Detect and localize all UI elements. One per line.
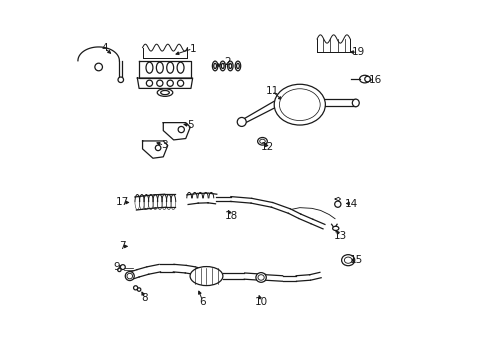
- Text: 2: 2: [224, 58, 230, 67]
- Text: 10: 10: [254, 297, 267, 307]
- Ellipse shape: [279, 89, 320, 121]
- Polygon shape: [288, 209, 300, 219]
- Polygon shape: [128, 270, 139, 280]
- Ellipse shape: [220, 61, 225, 71]
- Ellipse shape: [167, 80, 173, 86]
- Polygon shape: [264, 275, 282, 281]
- Ellipse shape: [259, 139, 264, 143]
- Ellipse shape: [178, 126, 184, 132]
- Polygon shape: [185, 265, 195, 274]
- Ellipse shape: [120, 265, 125, 270]
- Ellipse shape: [146, 80, 152, 86]
- Polygon shape: [137, 267, 148, 277]
- Ellipse shape: [166, 62, 173, 73]
- Polygon shape: [223, 273, 244, 279]
- Polygon shape: [282, 276, 296, 281]
- Polygon shape: [142, 141, 167, 158]
- Text: 9: 9: [113, 262, 120, 272]
- Ellipse shape: [155, 145, 161, 150]
- Text: 7: 7: [119, 241, 126, 251]
- Ellipse shape: [156, 80, 163, 86]
- Polygon shape: [164, 194, 175, 207]
- Ellipse shape: [274, 84, 325, 125]
- Ellipse shape: [364, 76, 369, 82]
- Ellipse shape: [95, 63, 102, 71]
- Text: 11: 11: [265, 86, 278, 96]
- Ellipse shape: [334, 201, 340, 207]
- Ellipse shape: [177, 80, 183, 86]
- Text: 19: 19: [351, 47, 365, 57]
- Polygon shape: [147, 264, 160, 274]
- Text: 14: 14: [345, 198, 358, 208]
- Polygon shape: [173, 264, 186, 273]
- Polygon shape: [271, 203, 290, 213]
- Polygon shape: [154, 194, 165, 208]
- Ellipse shape: [221, 63, 224, 68]
- Polygon shape: [160, 264, 173, 272]
- Polygon shape: [250, 198, 272, 207]
- Ellipse shape: [236, 63, 239, 68]
- Polygon shape: [139, 61, 190, 78]
- Ellipse shape: [212, 61, 218, 71]
- Polygon shape: [137, 78, 192, 89]
- Text: 5: 5: [187, 120, 194, 130]
- Text: 18: 18: [224, 211, 238, 221]
- Ellipse shape: [352, 99, 359, 107]
- Ellipse shape: [228, 63, 231, 68]
- Ellipse shape: [344, 257, 351, 263]
- Ellipse shape: [137, 288, 141, 291]
- Ellipse shape: [177, 62, 183, 73]
- Polygon shape: [296, 275, 310, 281]
- Text: 17: 17: [116, 198, 129, 207]
- Polygon shape: [309, 273, 321, 280]
- Ellipse shape: [255, 273, 266, 282]
- Text: 12: 12: [260, 142, 273, 152]
- Text: 1: 1: [189, 44, 196, 54]
- Polygon shape: [200, 269, 208, 278]
- Text: 15: 15: [349, 255, 363, 265]
- Polygon shape: [310, 219, 325, 229]
- Ellipse shape: [227, 61, 233, 71]
- Ellipse shape: [213, 63, 216, 68]
- Text: 3: 3: [161, 140, 167, 150]
- Ellipse shape: [190, 266, 223, 285]
- Polygon shape: [216, 197, 230, 202]
- Ellipse shape: [359, 75, 369, 83]
- Polygon shape: [298, 214, 312, 224]
- Ellipse shape: [258, 275, 264, 280]
- Polygon shape: [244, 273, 265, 280]
- Text: 16: 16: [368, 75, 381, 85]
- Text: 13: 13: [333, 231, 346, 241]
- Polygon shape: [186, 194, 198, 204]
- Ellipse shape: [118, 77, 123, 82]
- Polygon shape: [230, 197, 251, 203]
- Ellipse shape: [157, 89, 172, 96]
- Ellipse shape: [237, 117, 246, 126]
- Ellipse shape: [125, 271, 134, 280]
- Polygon shape: [193, 267, 202, 276]
- Polygon shape: [135, 196, 145, 210]
- Ellipse shape: [161, 90, 169, 95]
- Polygon shape: [197, 193, 208, 203]
- Ellipse shape: [341, 255, 354, 266]
- Polygon shape: [207, 193, 216, 204]
- Ellipse shape: [146, 62, 153, 73]
- Text: 8: 8: [142, 293, 148, 303]
- Text: 4: 4: [101, 43, 108, 53]
- Ellipse shape: [127, 273, 132, 279]
- Ellipse shape: [156, 62, 163, 73]
- Ellipse shape: [235, 61, 240, 71]
- Text: 6: 6: [199, 297, 206, 307]
- Ellipse shape: [332, 226, 338, 230]
- Ellipse shape: [257, 138, 267, 145]
- Ellipse shape: [133, 286, 138, 290]
- Polygon shape: [163, 123, 190, 140]
- Polygon shape: [143, 195, 155, 209]
- Ellipse shape: [118, 268, 121, 271]
